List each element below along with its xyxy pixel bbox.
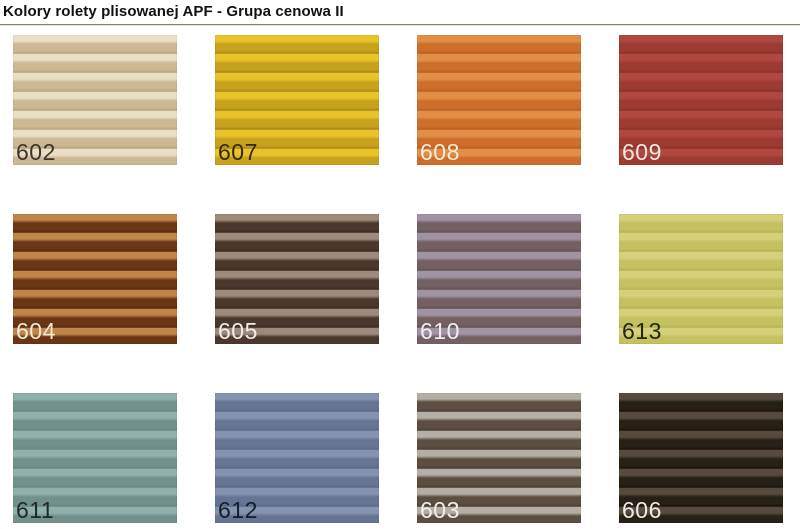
color-swatch-606: 606 [619,393,783,523]
swatch-label: 611 [16,497,55,523]
color-swatch-grid: 602 607 608 609 604 605 610 613 611 612 [13,35,800,523]
color-swatch-613: 613 [619,214,783,344]
swatch-label: 610 [420,318,460,344]
color-swatch-603: 603 [417,393,581,523]
color-swatch-609: 609 [619,35,783,165]
swatch-label: 613 [622,318,662,344]
swatch-label: 606 [622,497,662,523]
swatch-label: 605 [218,318,258,344]
color-swatch-602: 602 [13,35,177,165]
color-swatch-604: 604 [13,214,177,344]
swatch-label: 612 [218,497,258,523]
color-swatch-611: 611 [13,393,177,523]
color-swatch-607: 607 [215,35,379,165]
color-swatch-612: 612 [215,393,379,523]
swatch-label: 607 [218,139,258,165]
swatch-label: 608 [420,139,460,165]
color-swatch-605: 605 [215,214,379,344]
swatch-label: 604 [16,318,56,344]
color-swatch-608: 608 [417,35,581,165]
page-title: Kolory rolety plisowanej APF - Grupa cen… [3,3,344,20]
title-divider-rule [0,24,800,26]
swatch-label: 603 [420,497,460,523]
swatch-label: 602 [16,139,56,165]
swatch-label: 609 [622,139,662,165]
color-swatch-610: 610 [417,214,581,344]
